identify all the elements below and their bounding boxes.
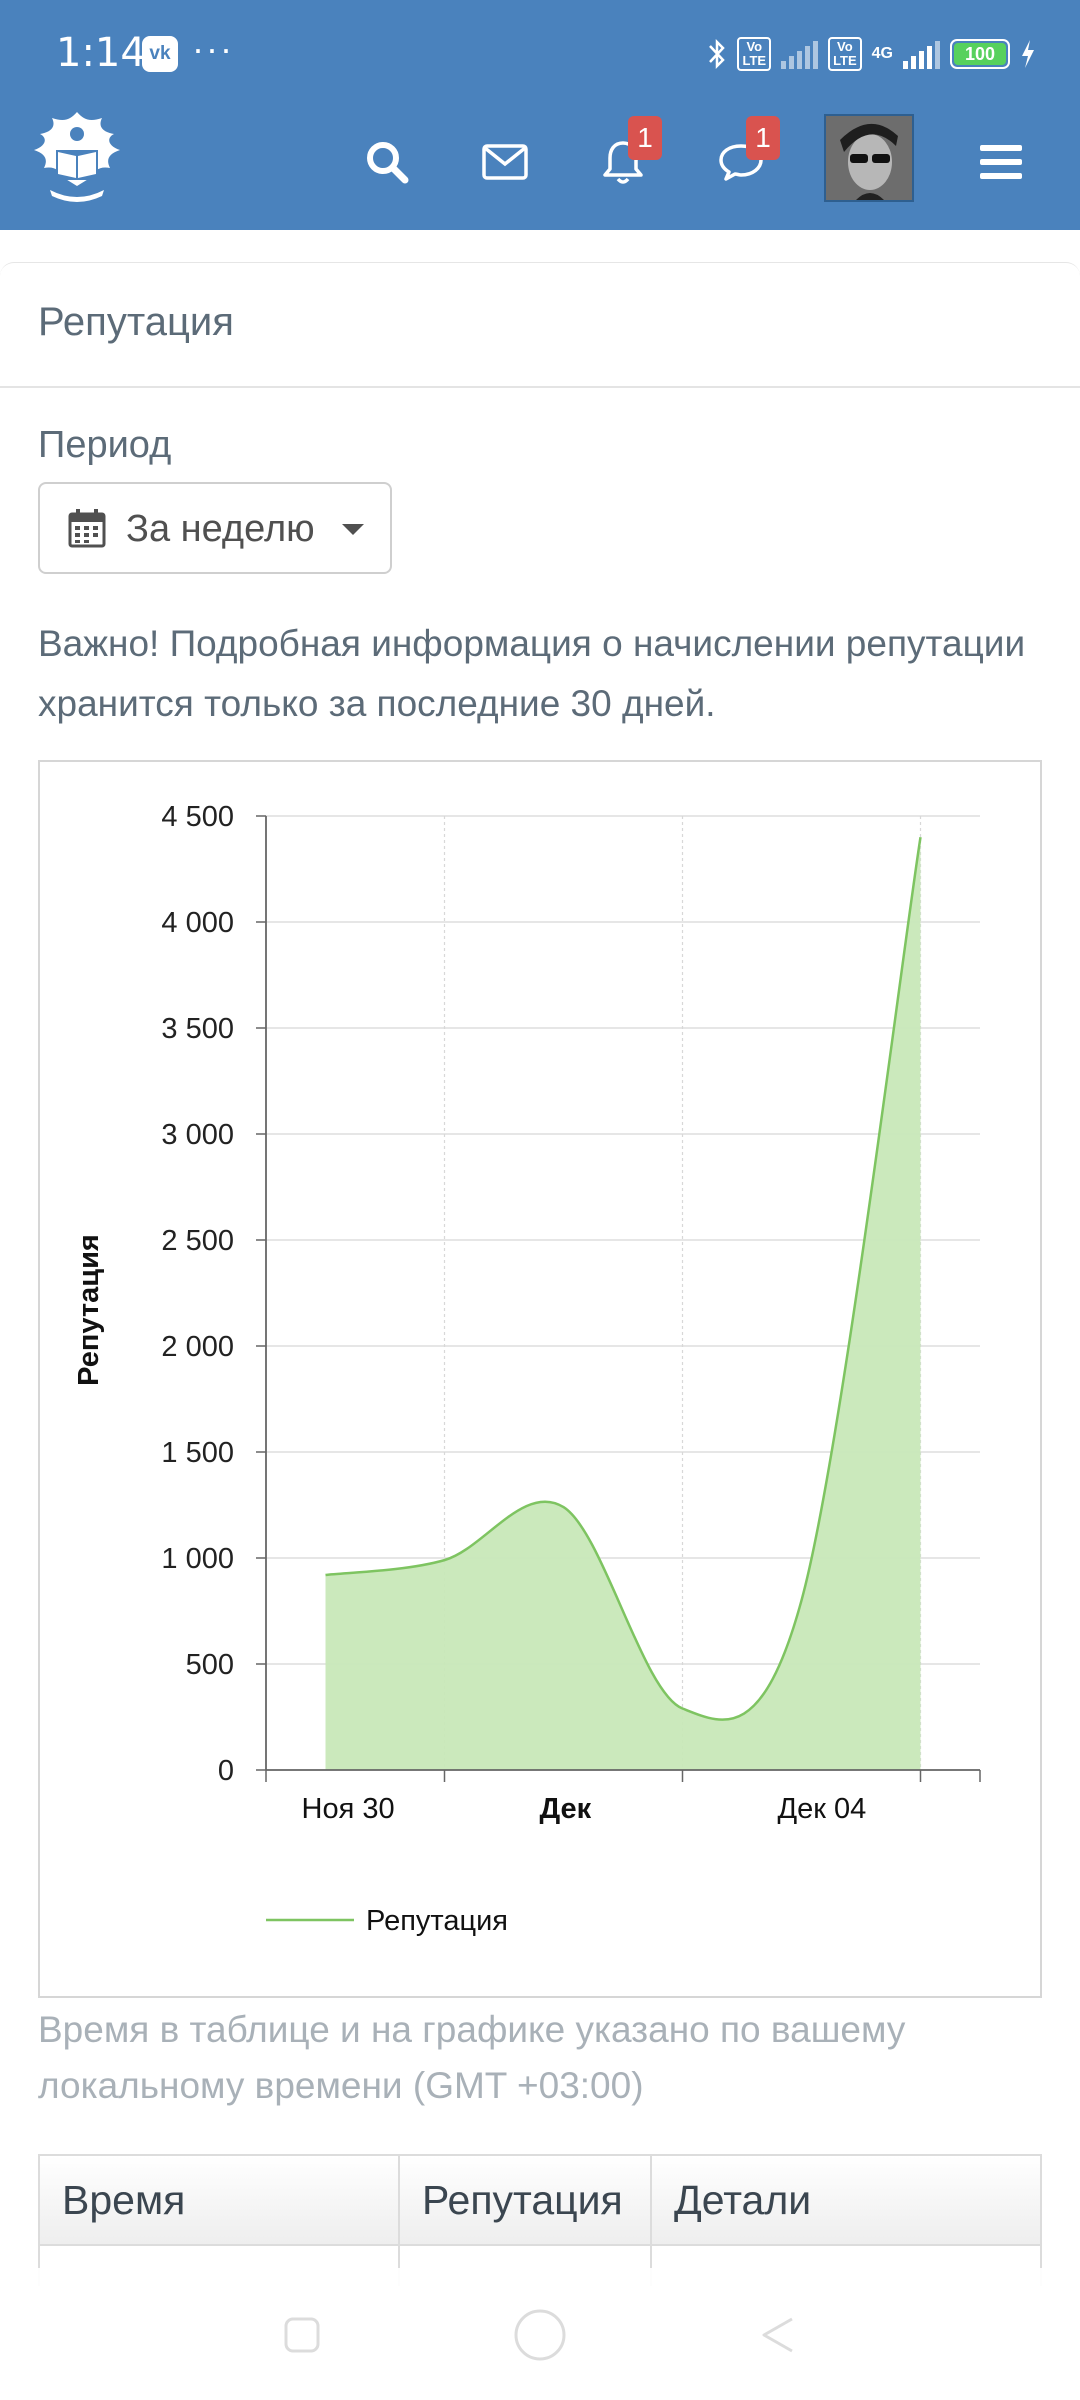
- y-tick-label: 2 000: [161, 1331, 234, 1363]
- period-label: Период: [38, 424, 172, 466]
- status-time: 1:14: [56, 30, 146, 76]
- y-tick-label: 3 500: [161, 1013, 234, 1045]
- caret-down-icon: [342, 524, 364, 535]
- signal-2-icon: [903, 39, 940, 69]
- search-icon: [367, 142, 409, 184]
- period-dropdown-value: За неделю: [126, 508, 315, 550]
- messages-button[interactable]: 1: [706, 116, 780, 194]
- vk-notification-icon: vk: [142, 36, 178, 72]
- column-header-time[interactable]: Время: [40, 2156, 400, 2244]
- calendar-icon: [68, 509, 106, 548]
- y-tick-label: 3 000: [161, 1119, 234, 1151]
- back-triangle-icon: [762, 2317, 793, 2353]
- back-button[interactable]: [738, 2300, 818, 2370]
- mail-button[interactable]: [470, 130, 540, 194]
- x-tick-label: Ноя 30: [302, 1793, 395, 1825]
- period-dropdown[interactable]: За неделю: [38, 482, 392, 574]
- column-header-reputation[interactable]: Репутация: [400, 2156, 652, 2244]
- reputation-chart: 0 500 1 000 1 500 2 000 2 500 3 000 3 500 4 000 4…: [38, 760, 1042, 1998]
- user-avatar[interactable]: [824, 114, 914, 202]
- y-tick-label: 2 500: [161, 1225, 234, 1257]
- menu-button[interactable]: [966, 130, 1036, 194]
- site-logo-eagle[interactable]: [22, 104, 132, 210]
- x-tick-label: Дек 04: [778, 1793, 867, 1825]
- home-circle-icon: [514, 2309, 566, 2361]
- y-tick-label: 4 500: [161, 801, 234, 833]
- retention-notice: Важно! Подробная информация о начислении…: [38, 623, 1026, 724]
- table-row: [38, 2246, 1042, 2286]
- column-header-details[interactable]: Детали: [674, 2176, 812, 2223]
- y-tick-label: 500: [186, 1649, 234, 1681]
- y-tick-label: 4 000: [161, 907, 234, 939]
- search-button[interactable]: [352, 130, 422, 194]
- x-tick-label: Дек: [540, 1793, 592, 1825]
- reputation-table-header: Время Репутация Детали: [38, 2154, 1042, 2246]
- app-header: 1 1: [0, 90, 1080, 230]
- chart-axes: 0 500 1 000 1 500 2 000 2 500 3 000 3 500 4 000 4…: [161, 801, 981, 1825]
- y-tick-label: 1 000: [161, 1543, 234, 1575]
- home-button[interactable]: [500, 2300, 580, 2370]
- y-axis-label: Репутация: [73, 1234, 105, 1386]
- recents-square-icon: [284, 2317, 320, 2353]
- legend-label: Репутация: [366, 1905, 508, 1937]
- timezone-note: Время в таблице и на графике указано по …: [38, 2009, 906, 2106]
- reputation-series-line: [325, 837, 922, 1721]
- bluetooth-icon: [709, 38, 726, 70]
- charging-icon: [1022, 40, 1034, 68]
- messages-count-badge: 1: [746, 116, 780, 160]
- status-icons: Vo LTE Vo LTE 4G 100: [707, 32, 1036, 76]
- y-tick-label: 1 500: [161, 1437, 234, 1469]
- reputation-chart-svg: 0 500 1 000 1 500 2 000 2 500 3 000 3 500 4 000 4…: [73, 801, 981, 1937]
- reputation-series-area: [325, 837, 921, 1770]
- hamburger-menu-icon: [980, 145, 1022, 179]
- signal-1-icon: [781, 39, 819, 69]
- recents-button[interactable]: [262, 2300, 342, 2370]
- more-notifications-icon: ···: [192, 28, 234, 69]
- page-title: Репутация: [38, 300, 234, 344]
- notifications-button[interactable]: 1: [588, 116, 662, 194]
- volte-indicator-2: Vo LTE: [828, 37, 862, 71]
- system-navigation-bar: [0, 2268, 1080, 2400]
- network-type: 4G: [871, 45, 893, 62]
- y-tick-label: 0: [218, 1755, 234, 1787]
- title-divider: [0, 386, 1080, 388]
- notifications-count-badge: 1: [628, 116, 662, 160]
- volte-indicator-1: Vo LTE: [737, 37, 772, 71]
- battery-icon: 100: [950, 39, 1010, 69]
- avatar-image: [826, 116, 912, 200]
- envelope-icon: [482, 144, 528, 180]
